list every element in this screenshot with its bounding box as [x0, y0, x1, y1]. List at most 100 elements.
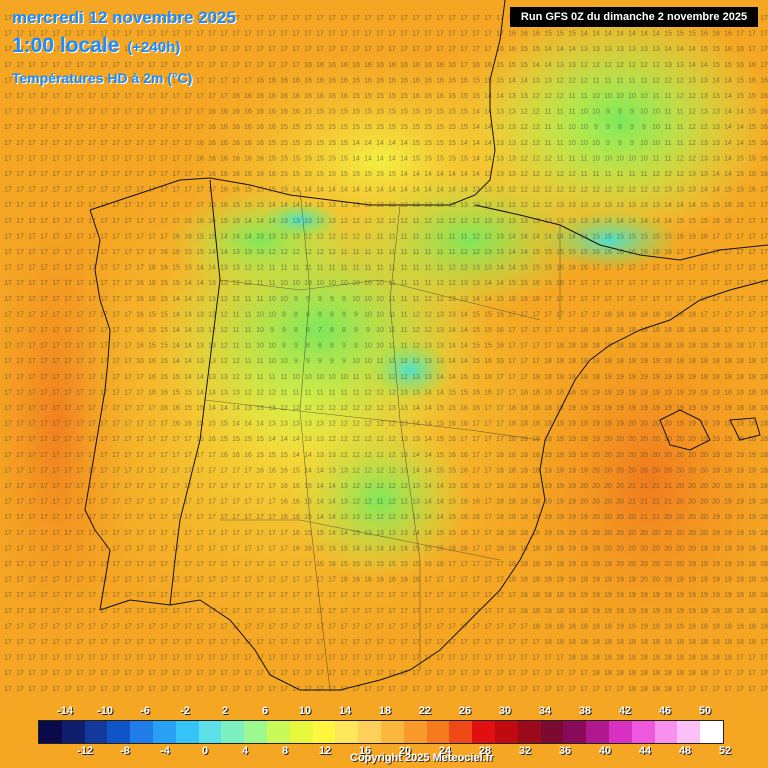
grid-value: 13: [520, 93, 528, 100]
grid-value: 17: [220, 608, 228, 615]
grid-value: 17: [760, 311, 768, 318]
grid-value: 11: [400, 343, 407, 350]
grid-value: 11: [412, 249, 419, 256]
grid-value: 16: [508, 46, 516, 53]
grid-value: 17: [304, 623, 312, 630]
grid-value: 17: [484, 545, 492, 552]
grid-value: 19: [592, 436, 600, 443]
grid-value: 17: [232, 670, 240, 677]
grid-value: 17: [148, 187, 156, 194]
grid-value: 14: [544, 62, 552, 69]
grid-value: 14: [724, 155, 732, 162]
grid-value: 19: [568, 483, 576, 490]
grid-value: 17: [124, 561, 132, 568]
grid-value: 15: [292, 171, 300, 178]
grid-value: 17: [376, 46, 384, 53]
grid-value: 17: [280, 577, 288, 584]
grid-value: 16: [136, 296, 144, 303]
grid-value: 17: [244, 592, 252, 599]
grid-value: 16: [424, 62, 432, 69]
grid-value: 14: [424, 483, 432, 490]
grid-value: 17: [52, 202, 60, 209]
grid-value: 17: [76, 296, 84, 303]
grid-value: 18: [520, 405, 528, 412]
grid-value: 18: [640, 311, 648, 318]
grid-value: 17: [112, 46, 120, 53]
legend-label-top: 26: [459, 705, 471, 717]
grid-value: 17: [460, 577, 468, 584]
grid-value: 16: [136, 358, 144, 365]
grid-value: 18: [508, 514, 516, 521]
grid-value: 17: [148, 249, 156, 256]
grid-value: 15: [544, 249, 552, 256]
grid-value: 17: [16, 436, 24, 443]
grid-value: 17: [64, 577, 72, 584]
grid-value: 15: [664, 31, 672, 38]
grid-value: 19: [628, 592, 636, 599]
grid-value: 16: [700, 31, 708, 38]
grid-value: 17: [256, 15, 264, 22]
grid-value: 12: [388, 514, 396, 521]
grid-value: 17: [244, 31, 252, 38]
grid-value: 17: [316, 608, 324, 615]
grid-value: 18: [592, 343, 600, 350]
grid-value: 15: [280, 155, 288, 162]
grid-value: 17: [220, 77, 228, 84]
grid-value: 14: [592, 31, 600, 38]
grid-value: 17: [64, 467, 72, 474]
grid-value: 11: [232, 327, 239, 334]
grid-value: 17: [184, 202, 192, 209]
grid-value: 17: [88, 343, 96, 350]
grid-value: 19: [736, 452, 744, 459]
grid-value: 12: [688, 124, 696, 131]
grid-value: 10: [616, 93, 624, 100]
grid-value: 15: [304, 499, 312, 506]
grid-value: 17: [136, 499, 144, 506]
grid-value: 17: [196, 592, 204, 599]
grid-value: 17: [316, 46, 324, 53]
grid-value: 17: [100, 623, 108, 630]
grid-value: 17: [184, 561, 192, 568]
grid-value: 17: [196, 202, 204, 209]
grid-value: 17: [256, 655, 264, 662]
grid-value: 9: [270, 327, 274, 334]
grid-value: 16: [184, 421, 192, 428]
grid-value: 18: [520, 592, 528, 599]
grid-value: 17: [52, 483, 60, 490]
grid-value: 17: [196, 452, 204, 459]
grid-value: 16: [724, 31, 732, 38]
grid-value: 17: [64, 62, 72, 69]
grid-value: 15: [184, 405, 192, 412]
grid-value: 13: [688, 77, 696, 84]
grid-value: 17: [328, 670, 336, 677]
grid-value: 16: [220, 109, 228, 116]
grid-value: 16: [232, 140, 240, 147]
grid-value: 18: [712, 623, 720, 630]
grid-value: 12: [352, 218, 360, 225]
grid-value: 15: [604, 233, 612, 240]
grid-value: 19: [568, 452, 576, 459]
grid-value: 17: [700, 296, 708, 303]
grid-value: 15: [160, 327, 168, 334]
grid-value: 17: [16, 670, 24, 677]
grid-value: 17: [760, 343, 768, 350]
grid-value: 17: [748, 343, 756, 350]
grid-value: 19: [580, 561, 588, 568]
grid-value: 17: [400, 623, 408, 630]
grid-value: 17: [160, 109, 168, 116]
grid-value: 17: [292, 655, 300, 662]
grid-value: 18: [676, 358, 684, 365]
grid-value: 13: [628, 46, 636, 53]
grid-value: 13: [268, 233, 276, 240]
legend-label-bottom: 40: [599, 745, 611, 757]
grid-value: 19: [664, 577, 672, 584]
grid-value: 17: [448, 31, 456, 38]
grid-value: 17: [472, 31, 480, 38]
grid-value: 15: [544, 31, 552, 38]
grid-value: 17: [244, 623, 252, 630]
grid-value: 17: [16, 140, 24, 147]
grid-value: 11: [280, 265, 287, 272]
grid-value: 15: [148, 343, 156, 350]
grid-value: 17: [40, 608, 48, 615]
grid-value: 11: [316, 265, 323, 272]
